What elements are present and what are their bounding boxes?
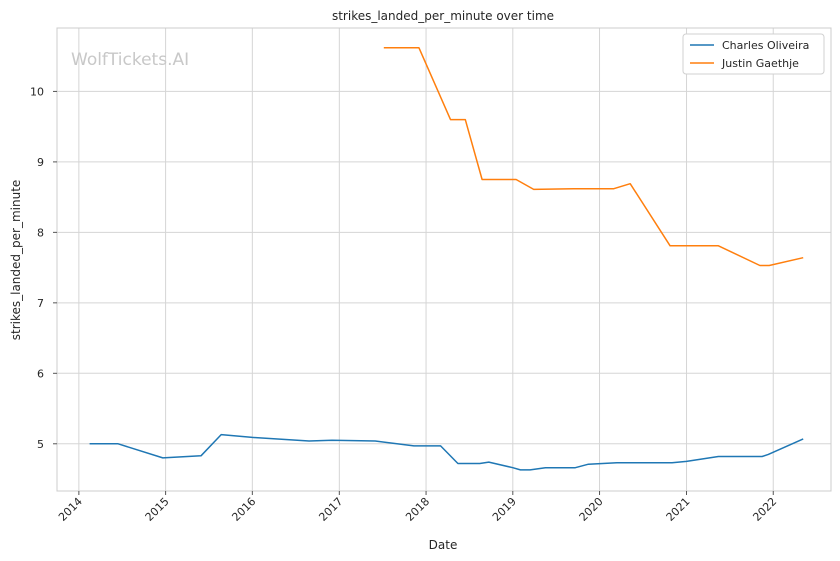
plot-area bbox=[57, 28, 831, 491]
series-layer bbox=[89, 46, 804, 471]
legend-label-justin-gaethje: Justin Gaethje bbox=[721, 57, 799, 70]
y-tick-label: 6 bbox=[37, 367, 44, 380]
legend-box bbox=[682, 33, 825, 75]
watermark: WolfTickets.AI bbox=[71, 50, 189, 70]
grid bbox=[57, 28, 831, 491]
series-line-charles-oliveira bbox=[89, 433, 804, 471]
y-axis-label: strikes_landed_per_minute bbox=[9, 180, 23, 341]
y-tick-label: 10 bbox=[30, 85, 44, 98]
x-axis-label: Date bbox=[429, 538, 458, 552]
plot-frame bbox=[56, 27, 832, 492]
y-axis-ticks: 5 6 7 8 9 10 bbox=[30, 85, 57, 451]
chart-title: strikes_landed_per_minute over time bbox=[332, 9, 554, 23]
series-line-justin-gaethje bbox=[383, 46, 804, 267]
y-tick-label: 9 bbox=[37, 156, 44, 169]
legend: Charles Oliveira Justin Gaethje bbox=[682, 33, 825, 75]
y-tick-label: 5 bbox=[37, 438, 44, 451]
legend-label-charles-oliveira: Charles Oliveira bbox=[722, 39, 809, 52]
y-tick-label: 8 bbox=[37, 226, 44, 239]
y-tick-label: 7 bbox=[37, 297, 44, 310]
